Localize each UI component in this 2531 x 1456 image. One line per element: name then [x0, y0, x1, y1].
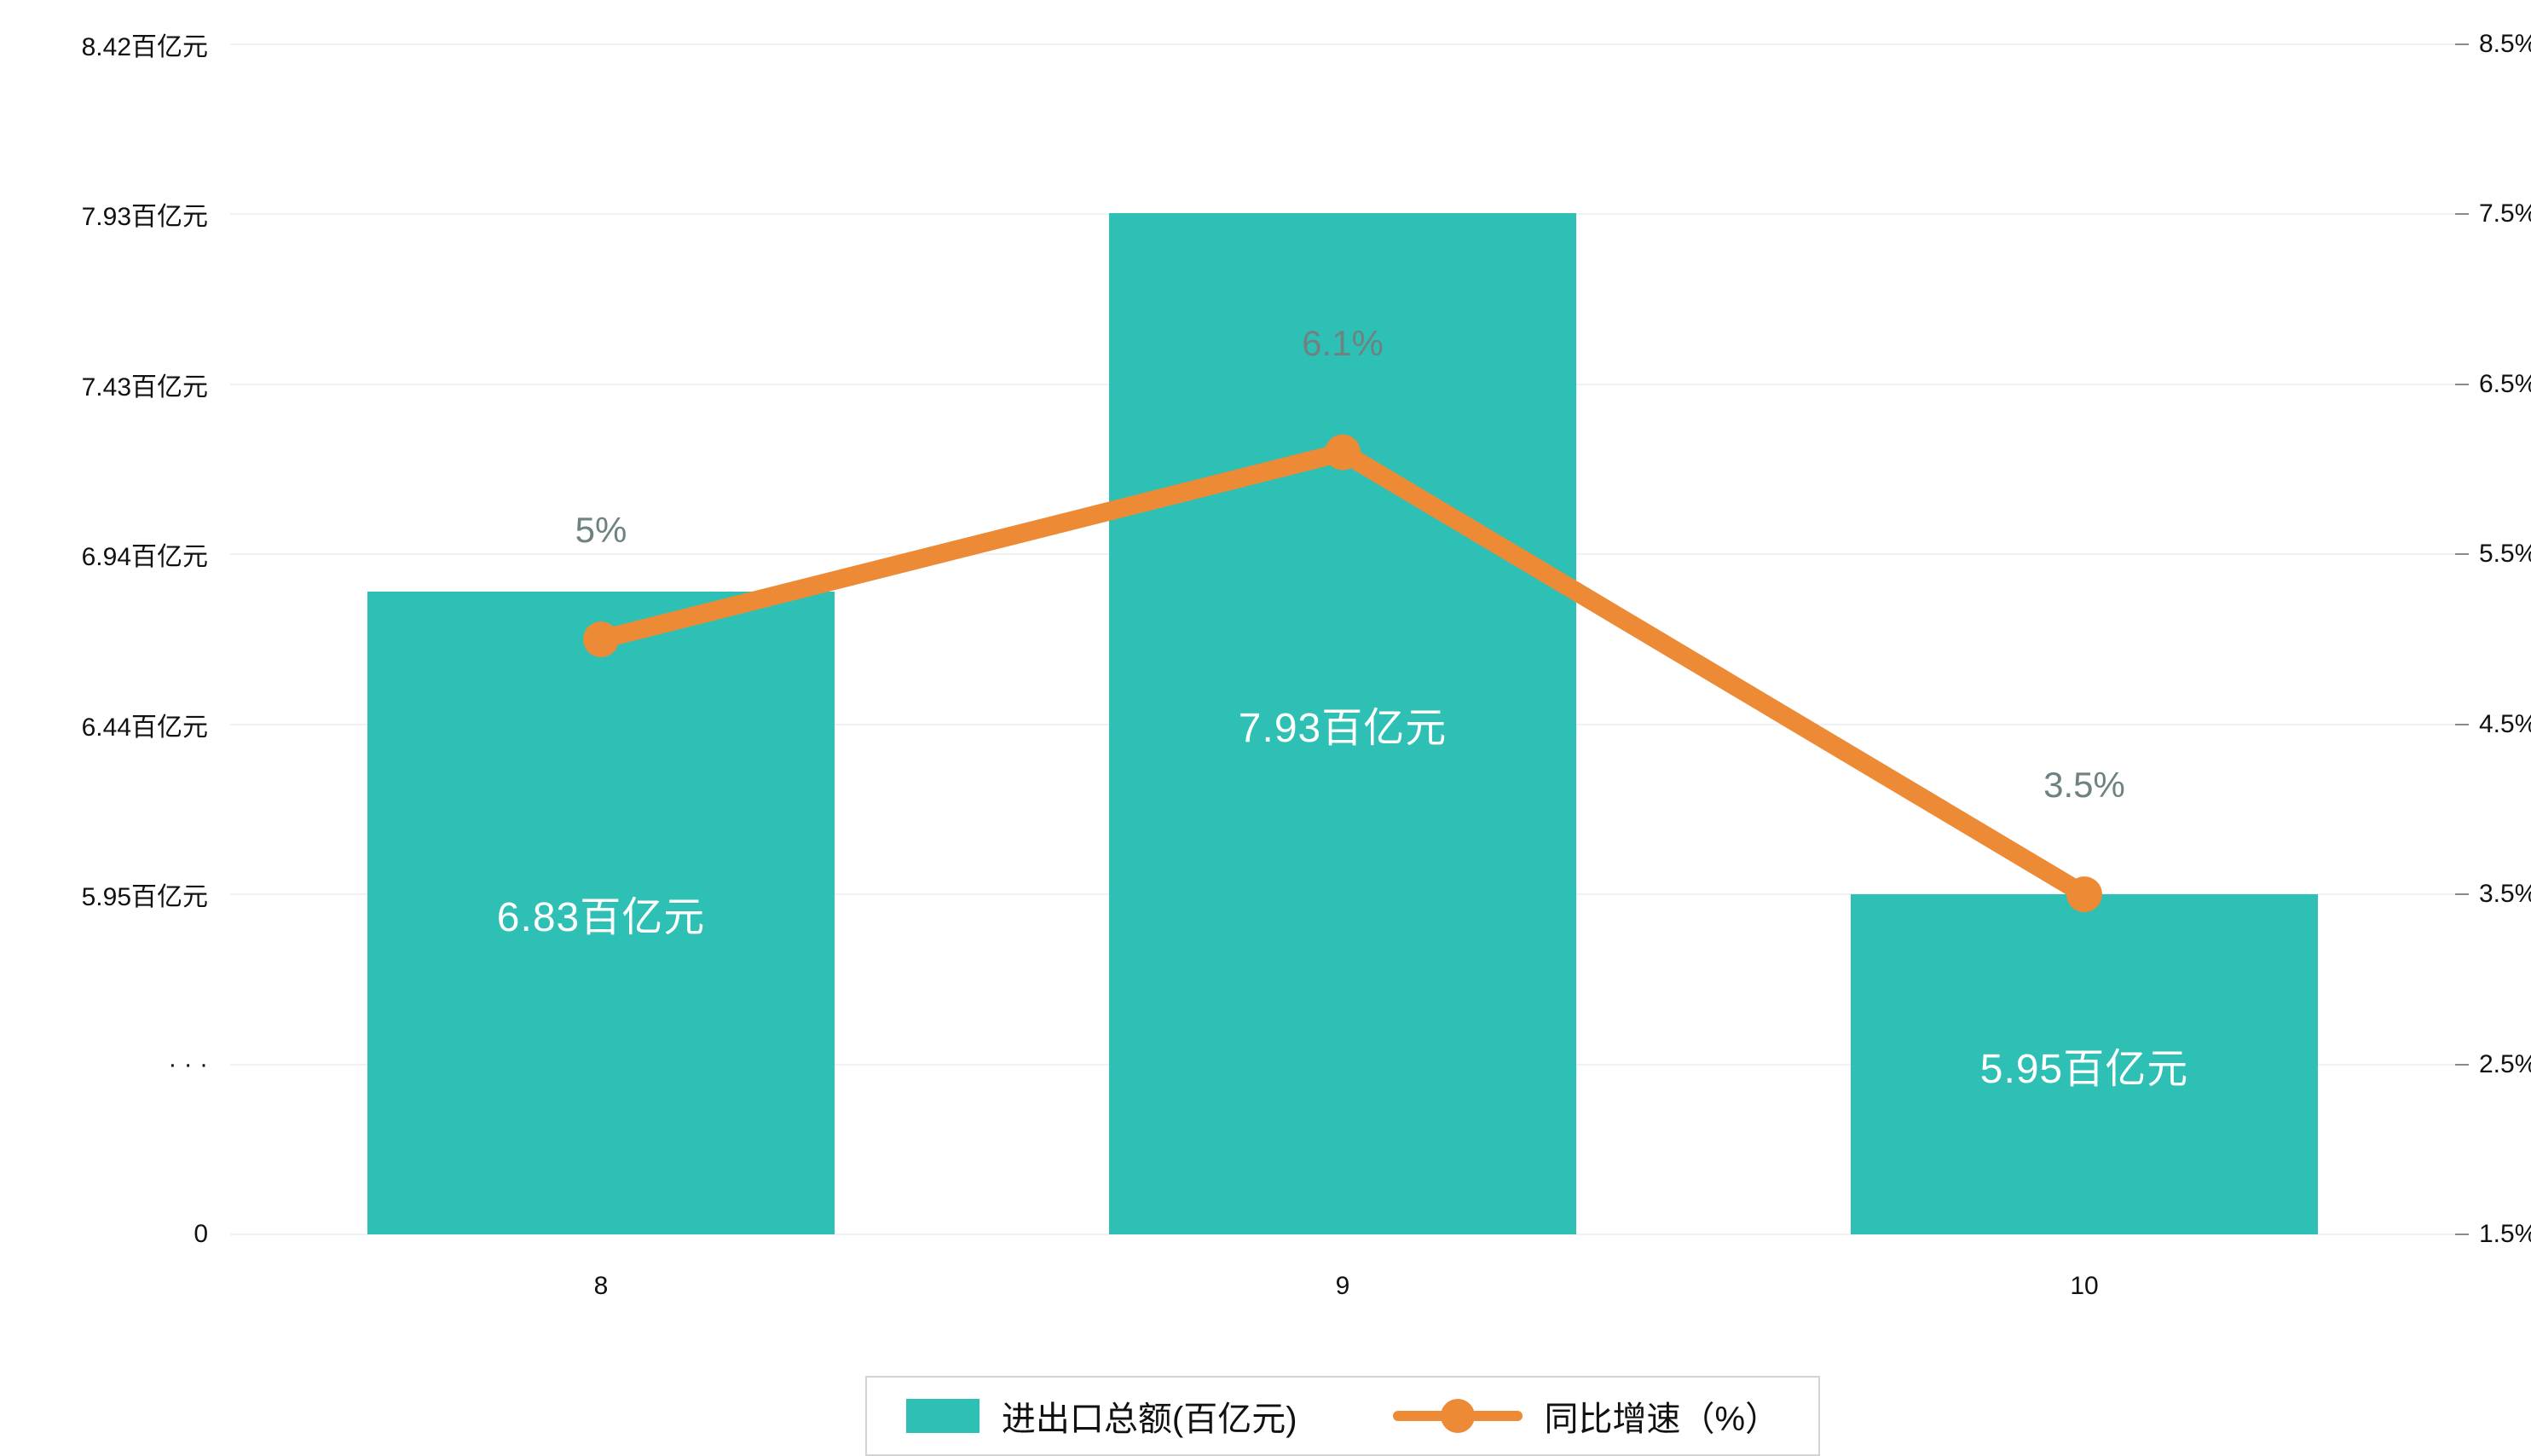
legend-box: 进出口总额(百亿元) 同比增速（%） — [864, 1376, 1821, 1456]
right-axis-tick-mark — [2455, 553, 2469, 556]
left-axis-tick-label: 0 — [194, 1220, 208, 1248]
right-axis-tick-label: 1.5% — [2479, 1220, 2531, 1248]
left-axis-tick-label: · · · — [168, 1049, 208, 1078]
right-axis-tick-label: 3.5% — [2479, 880, 2531, 909]
left-axis-tick-label: 7.43百亿元 — [81, 373, 208, 402]
left-axis-tick-label: 8.42百亿元 — [81, 33, 208, 61]
right-axis-tick-mark — [2455, 43, 2469, 45]
right-axis-tick-label: 4.5% — [2479, 709, 2531, 738]
right-axis-tick-mark — [2455, 213, 2469, 216]
bar-series-swatch — [905, 1399, 979, 1433]
left-axis-tick-label: 6.44百亿元 — [81, 713, 208, 742]
line-series-dot-icon — [1440, 1399, 1475, 1433]
x-axis-label: 10 — [2070, 1272, 2099, 1300]
growth-data-label: 6.1% — [1302, 322, 1384, 363]
gridline — [230, 43, 2455, 45]
bar-month-8[interactable]: 6.83百亿元 — [367, 591, 835, 1234]
bar-month-9[interactable]: 7.93百亿元 — [1109, 212, 1576, 1234]
legend-label-bar-series: 进出口总额(百亿元) — [1001, 1401, 1297, 1438]
right-axis-tick-mark — [2455, 383, 2469, 385]
right-axis-tick-label: 6.5% — [2479, 369, 2531, 398]
growth-data-label: 3.5% — [2043, 765, 2125, 806]
right-axis-tick-mark — [2455, 1234, 2469, 1235]
legend-item-line-series[interactable]: 同比增速（%） — [1392, 1391, 1780, 1441]
right-axis-tick-label: 8.5% — [2479, 30, 2531, 58]
legend: 进出口总额(百亿元) 同比增速（%） — [230, 1376, 2455, 1456]
right-axis-tick-label: 5.5% — [2479, 540, 2531, 569]
legend-label-line-series: 同比增速（%） — [1544, 1401, 1780, 1438]
gridline — [230, 1234, 2455, 1235]
right-axis-tick-mark — [2455, 723, 2469, 725]
bar-data-label: 7.93百亿元 — [1238, 705, 1448, 751]
bar-data-label: 6.83百亿元 — [496, 894, 706, 940]
bar-data-label: 5.95百亿元 — [1979, 1046, 2189, 1092]
left-axis-tick-label: 6.94百亿元 — [81, 543, 208, 572]
bar-month-10[interactable]: 5.95百亿元 — [1851, 894, 2318, 1234]
right-axis-tick-label: 7.5% — [2479, 199, 2531, 228]
left-axis-tick-label: 5.95百亿元 — [81, 883, 208, 912]
left-axis-tick-label: 7.93百亿元 — [81, 203, 208, 232]
right-axis-tick-mark — [2455, 1063, 2469, 1066]
x-axis-label: 9 — [1335, 1272, 1350, 1300]
x-axis-label: 8 — [593, 1272, 609, 1300]
right-axis-tick-label: 2.5% — [2479, 1049, 2531, 1078]
growth-data-label: 5% — [575, 510, 627, 550]
line-series-swatch — [1392, 1399, 1523, 1433]
right-axis-tick-mark — [2455, 893, 2469, 896]
legend-item-bar-series[interactable]: 进出口总额(百亿元) — [905, 1391, 1297, 1441]
